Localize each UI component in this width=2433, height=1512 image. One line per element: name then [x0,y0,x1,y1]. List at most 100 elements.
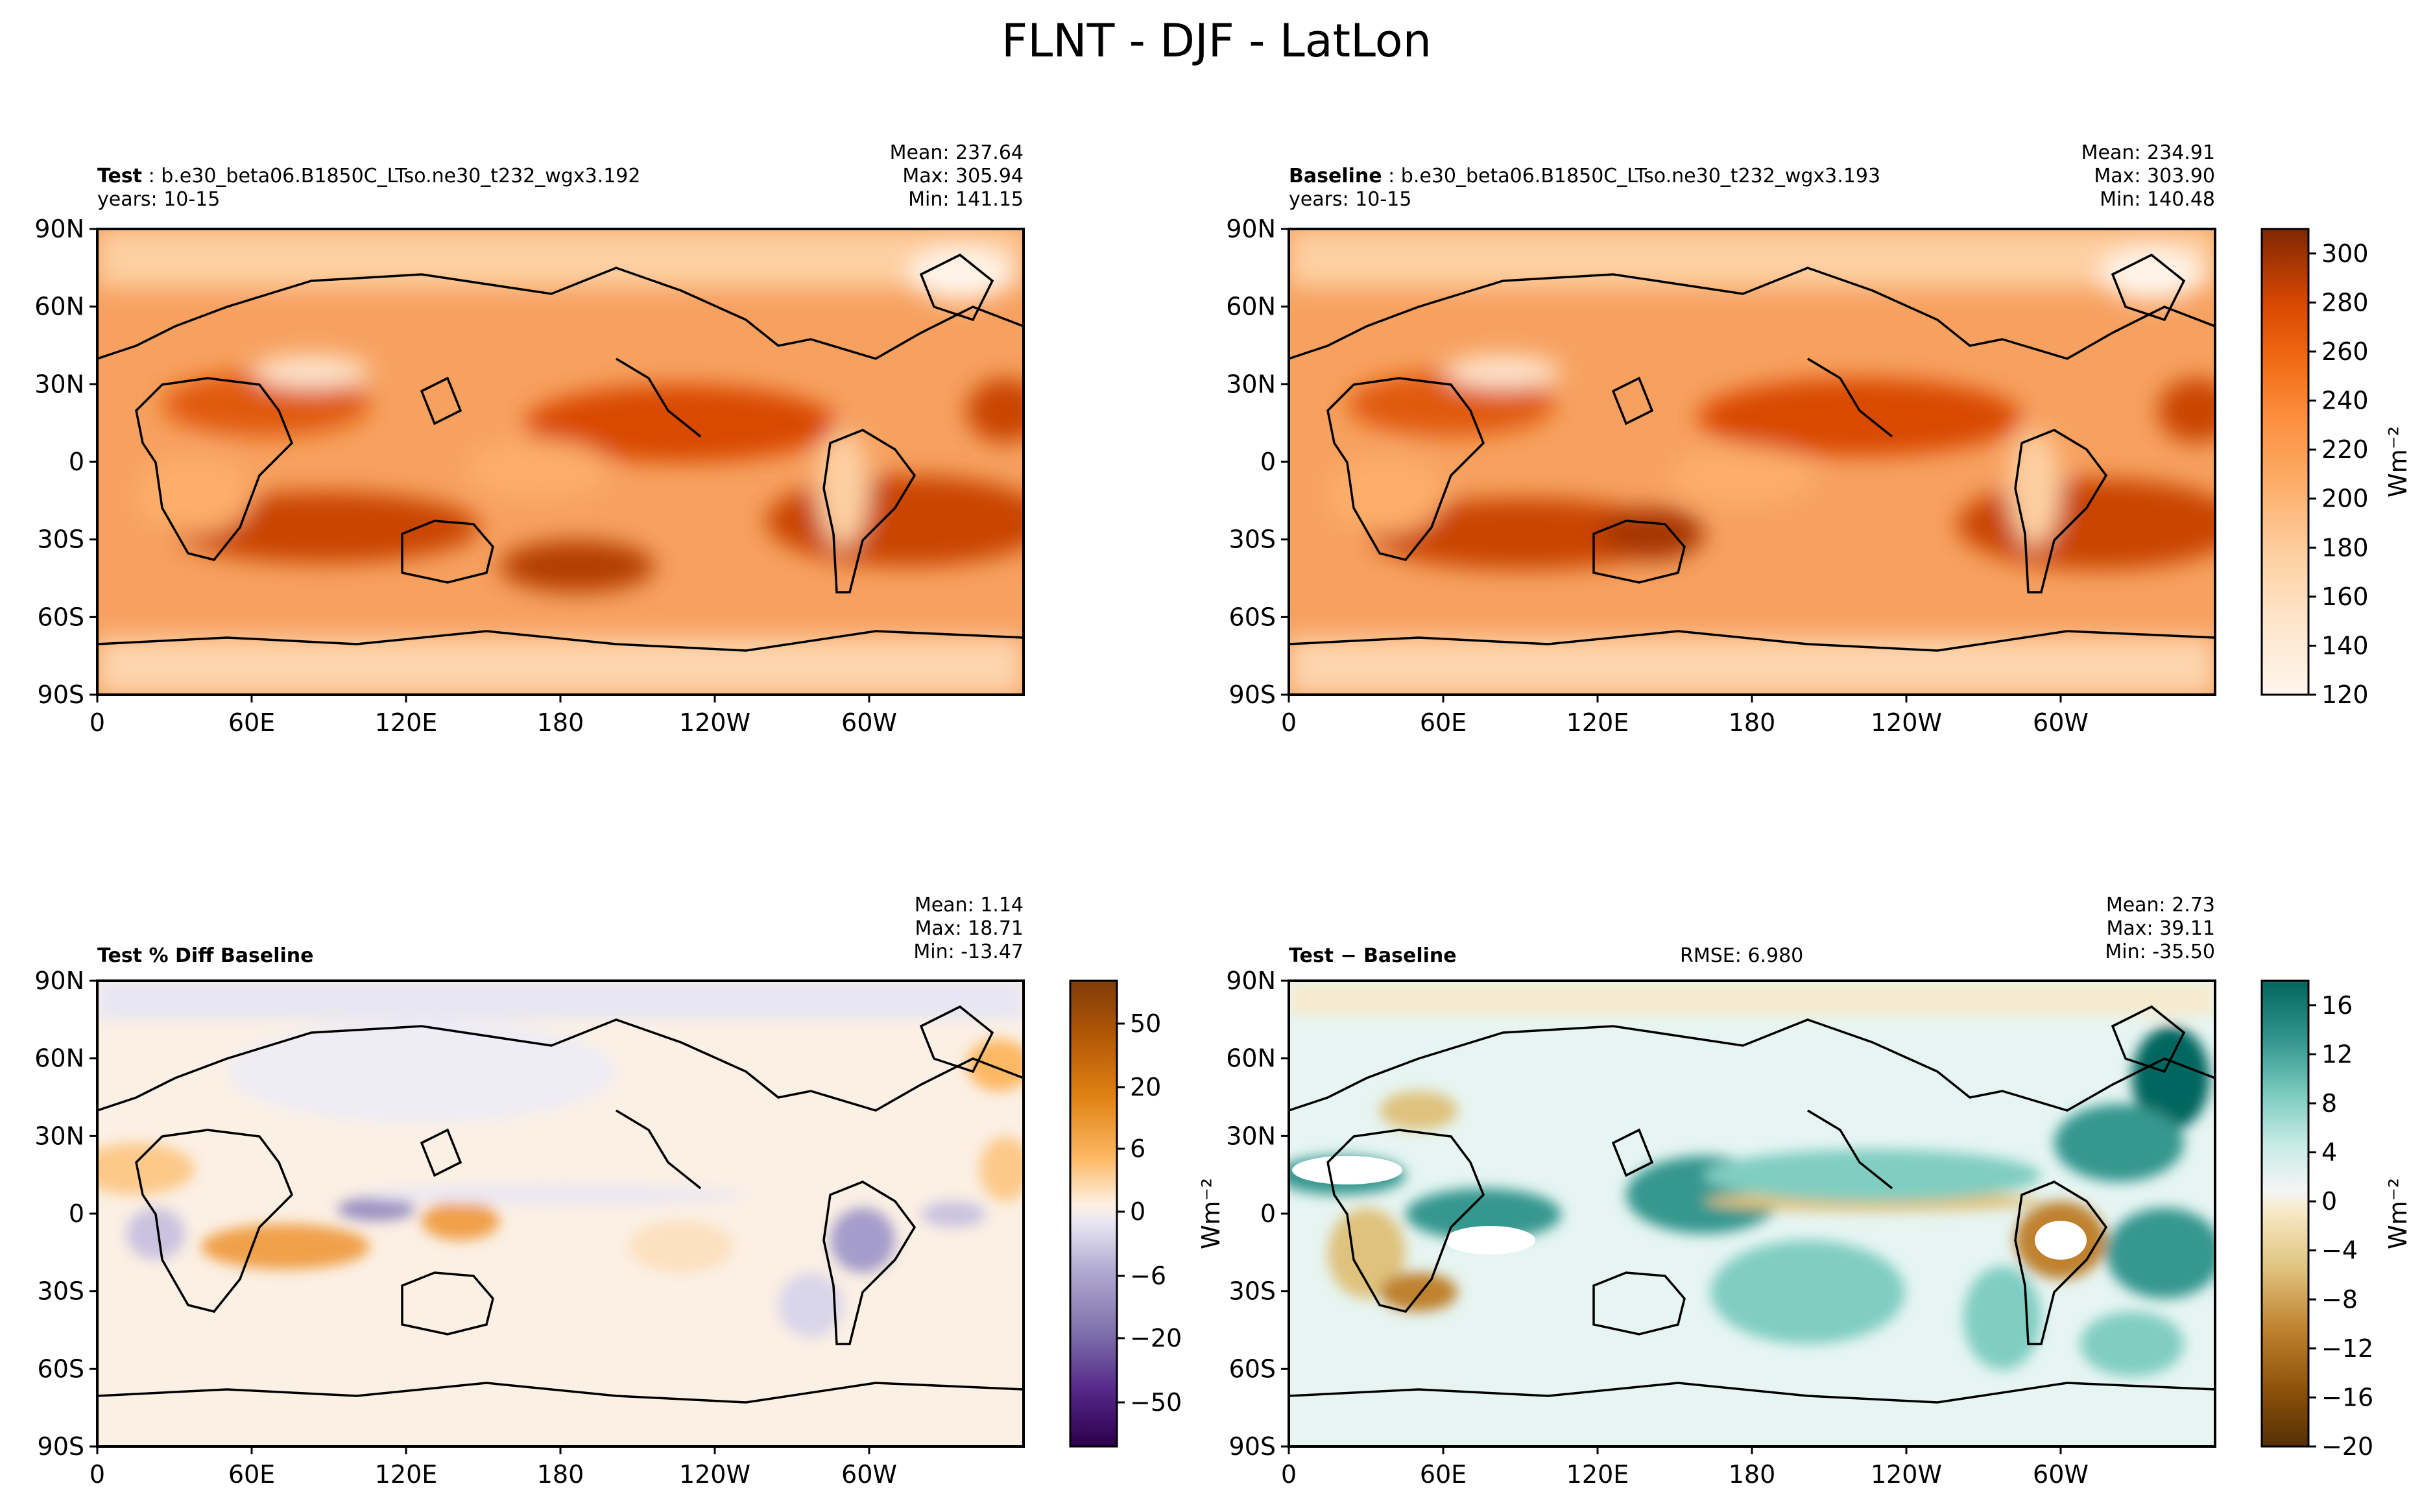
stat-min: Min: 140.48 [2100,188,2215,211]
lon-tick-label: 0 [1281,708,1297,737]
stat-min: Min: -13.47 [913,941,1024,963]
colorbar-flnt [2260,228,2310,696]
panel-diff-stats: Mean: 2.73 Max: 39.11 Min: -35.50 [2105,894,2215,964]
diff-tick-label: 4 [2321,1138,2337,1167]
stat-max: Max: 303.90 [2094,165,2215,187]
stat-max: Max: 39.11 [2106,917,2215,940]
lat-tick-label: 90N [34,215,84,243]
stat-mean: Mean: 234.91 [2081,141,2215,164]
map-test [96,228,1025,696]
flnt-tick-label: 180 [2321,533,2369,562]
lat-tick-label: 60N [1226,1044,1276,1073]
pct-tick-label: 20 [1130,1073,1161,1101]
lon-tick-label: 120W [1871,1460,1942,1489]
diff-tick-label: 16 [2321,991,2353,1020]
flnt-tick-label: 300 [2321,239,2369,268]
panel-baseline-header: Baseline : b.e30_beta06.B1850C_LTso.ne30… [1289,165,1881,211]
lat-tick-label: 60S [1229,603,1276,631]
lat-tick-label: 90S [1229,1432,1276,1461]
panel-baseline-case: b.e30_beta06.B1850C_LTso.ne30_t232_wgx3.… [1400,165,1881,187]
lat-tick-label: 30N [34,1122,84,1150]
lon-tick-label: 60W [2033,708,2089,737]
lon-tick-label: 180 [1729,708,1776,737]
panel-diff-rmse: RMSE: 6.980 [1680,944,1804,967]
flnt-tick-label: 140 [2321,631,2369,660]
flnt-tick-label: 260 [2321,337,2369,366]
lon-tick-label: 180 [537,1460,584,1489]
panel-test-stats: Mean: 237.64 Max: 305.94 Min: 141.15 [890,141,1024,211]
lon-tick-label: 120E [1566,1460,1629,1489]
lat-tick-label: 0 [69,448,84,476]
stat-min: Min: -35.50 [2105,941,2215,963]
pct-tick-label: −20 [1130,1324,1182,1352]
pct-tick-label: −50 [1130,1388,1182,1417]
diff-tick-label: −16 [2321,1383,2373,1411]
lat-tick-label: 60S [38,603,84,631]
panel-diff-label: Test − Baseline [1289,944,1457,967]
lon-tick-label: 60E [228,708,275,737]
panel-pct-label: Test % Diff Baseline [97,944,314,967]
stat-min: Min: 141.15 [908,188,1024,211]
flnt-tick-label: 220 [2321,435,2369,464]
panel-baseline-label: Baseline [1289,165,1382,187]
lat-tick-label: 30S [38,525,84,554]
lat-tick-label: 60S [38,1354,84,1383]
map-diff [1288,979,2216,1448]
diff-tick-label: −20 [2321,1432,2373,1461]
lat-tick-label: 0 [1260,1199,1276,1228]
lon-tick-label: 0 [90,708,105,737]
lon-tick-label: 60W [2033,1460,2089,1489]
lat-tick-label: 60N [34,293,84,321]
lat-tick-label: 60N [34,1044,84,1073]
flnt-tick-label: 120 [2321,680,2369,709]
flnt-tick-label: 280 [2321,288,2369,317]
lon-tick-label: 120E [375,708,438,737]
flnt-tick-label: 240 [2321,387,2369,415]
diff-tick-label: −12 [2321,1334,2373,1363]
panel-test-years: years: 10-15 [97,188,221,211]
pct-tick-label: 0 [1130,1197,1145,1226]
lat-tick-label: 30N [1226,1122,1276,1150]
map-baseline [1288,228,2216,696]
stat-mean: Mean: 2.73 [2105,894,2215,917]
lat-tick-label: 90N [1226,215,1276,243]
lon-tick-label: 180 [537,708,584,737]
lat-tick-label: 30N [34,370,84,398]
lon-tick-label: 0 [90,1460,105,1489]
diff-tick-label: −4 [2321,1236,2358,1265]
flnt-units-label: Wm⁻² [2384,426,2412,498]
pct-tick-label: 6 [1130,1134,1145,1163]
lon-tick-label: 60W [841,708,897,737]
lon-tick-label: 120W [679,1460,750,1489]
stat-mean: Mean: 1.14 [914,894,1024,917]
lat-tick-label: 90S [1229,680,1276,709]
lat-tick-label: 60S [1229,1354,1276,1383]
stat-max: Max: 18.71 [915,917,1024,940]
lon-tick-label: 60E [228,1460,275,1489]
lat-tick-label: 90N [1226,966,1276,995]
lon-tick-label: 60E [1420,1460,1467,1489]
lon-tick-label: 120E [375,1460,438,1489]
lon-tick-label: 60W [841,1460,897,1489]
pct-side-units-label: Wm⁻² [1197,1178,1225,1249]
flnt-tick-label: 200 [2321,485,2369,513]
diff-tick-label: 0 [2321,1187,2337,1216]
lat-tick-label: 0 [69,1199,84,1228]
pct-tick-label: −6 [1130,1262,1166,1290]
lon-tick-label: 120W [679,708,750,737]
lat-tick-label: 90N [34,966,84,995]
diff-units-label: Wm⁻² [2384,1178,2412,1249]
map-pct-diff [96,979,1025,1448]
lat-tick-label: 60N [1226,293,1276,321]
lat-tick-label: 30N [1226,370,1276,398]
diff-tick-label: −8 [2321,1285,2358,1314]
lon-tick-label: 60E [1420,708,1467,737]
lon-tick-label: 0 [1281,1460,1297,1489]
flnt-tick-label: 160 [2321,582,2369,611]
panel-test-case: b.e30_beta06.B1850C_LTso.ne30_t232_wgx3.… [161,165,641,187]
lat-tick-label: 0 [1260,448,1276,476]
panel-baseline-years: years: 10-15 [1289,188,1412,211]
